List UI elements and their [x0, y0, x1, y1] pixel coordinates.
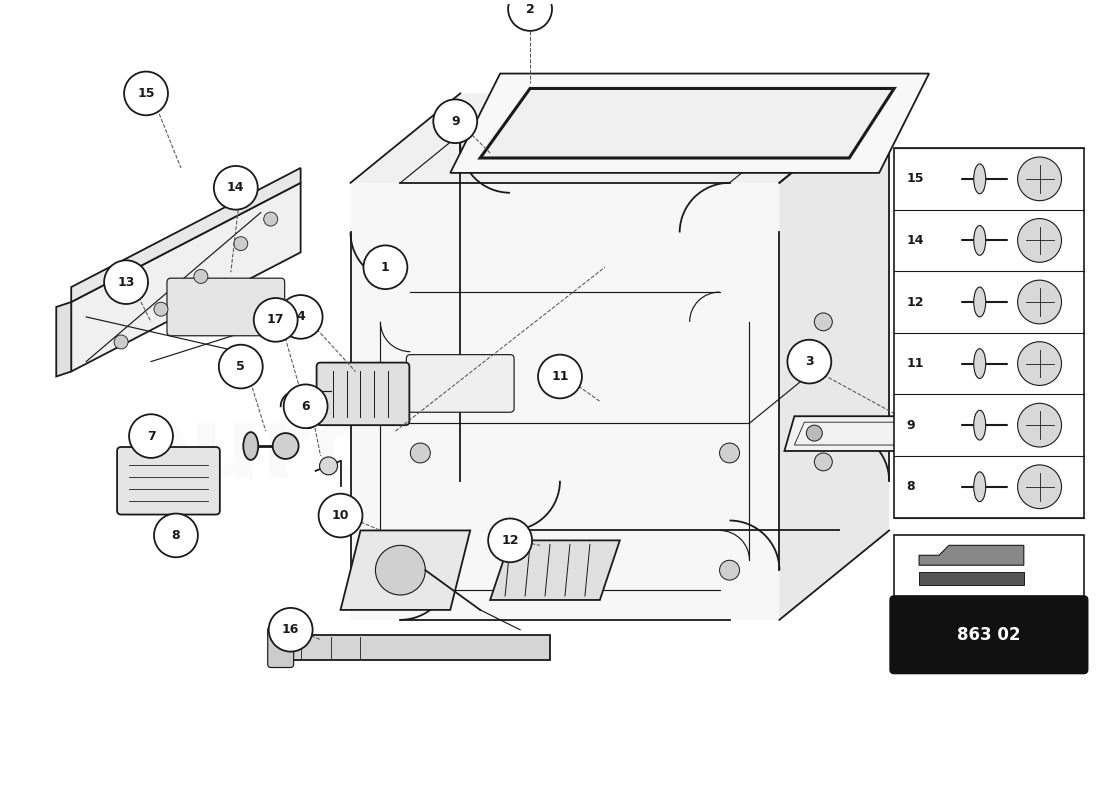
- Circle shape: [814, 453, 833, 471]
- Circle shape: [488, 518, 532, 562]
- Polygon shape: [351, 94, 889, 183]
- Text: 3: 3: [805, 355, 814, 368]
- Text: 8: 8: [172, 529, 180, 542]
- Text: euro: euro: [122, 402, 380, 499]
- Bar: [894, 148, 1084, 518]
- Circle shape: [234, 237, 248, 250]
- Polygon shape: [784, 416, 939, 451]
- Ellipse shape: [974, 164, 986, 194]
- Text: 9: 9: [906, 418, 915, 432]
- Circle shape: [268, 608, 312, 652]
- Circle shape: [538, 354, 582, 398]
- Text: 13: 13: [118, 276, 135, 289]
- Circle shape: [114, 335, 128, 349]
- Ellipse shape: [974, 410, 986, 440]
- Polygon shape: [920, 572, 1024, 585]
- Circle shape: [284, 385, 328, 428]
- Polygon shape: [920, 546, 1024, 566]
- Text: 1: 1: [381, 261, 389, 274]
- Circle shape: [363, 246, 407, 289]
- Ellipse shape: [974, 472, 986, 502]
- Circle shape: [719, 443, 739, 463]
- Ellipse shape: [974, 226, 986, 255]
- Circle shape: [1018, 218, 1062, 262]
- Text: 5: 5: [236, 360, 245, 373]
- Circle shape: [508, 0, 552, 31]
- Text: 17: 17: [267, 314, 285, 326]
- Circle shape: [1018, 403, 1062, 447]
- Circle shape: [1018, 157, 1062, 201]
- FancyBboxPatch shape: [167, 278, 285, 336]
- Circle shape: [104, 260, 148, 304]
- Circle shape: [154, 514, 198, 558]
- Text: 11: 11: [906, 357, 924, 370]
- Polygon shape: [280, 634, 550, 659]
- Circle shape: [129, 414, 173, 458]
- Bar: [894, 535, 1084, 600]
- FancyBboxPatch shape: [406, 354, 514, 412]
- Text: 12: 12: [906, 295, 924, 309]
- Text: 16: 16: [282, 623, 299, 636]
- Text: 9: 9: [451, 114, 460, 128]
- Polygon shape: [450, 74, 930, 173]
- Circle shape: [410, 443, 430, 463]
- Text: eurOparts: eurOparts: [344, 367, 756, 436]
- Circle shape: [219, 345, 263, 389]
- Polygon shape: [72, 168, 300, 302]
- Circle shape: [814, 313, 833, 331]
- Polygon shape: [341, 530, 470, 610]
- Circle shape: [254, 298, 298, 342]
- Polygon shape: [481, 89, 894, 158]
- Circle shape: [410, 560, 430, 580]
- Circle shape: [788, 340, 832, 383]
- Circle shape: [264, 212, 277, 226]
- Text: 863 02: 863 02: [957, 626, 1021, 644]
- Ellipse shape: [243, 432, 258, 460]
- Text: 2: 2: [526, 2, 535, 15]
- Polygon shape: [491, 540, 619, 600]
- Circle shape: [154, 302, 168, 316]
- Text: 15: 15: [906, 172, 924, 186]
- Circle shape: [1018, 342, 1062, 386]
- Circle shape: [719, 560, 739, 580]
- Ellipse shape: [974, 287, 986, 317]
- Text: 15: 15: [138, 87, 155, 100]
- Text: 14: 14: [906, 234, 924, 247]
- Circle shape: [1018, 280, 1062, 324]
- Text: 12: 12: [502, 534, 519, 547]
- Circle shape: [213, 166, 257, 210]
- FancyBboxPatch shape: [890, 596, 1088, 674]
- Circle shape: [273, 433, 298, 459]
- Circle shape: [124, 71, 168, 115]
- Circle shape: [906, 425, 922, 441]
- Text: 7: 7: [146, 430, 155, 442]
- Circle shape: [319, 494, 363, 538]
- Circle shape: [375, 546, 426, 595]
- FancyBboxPatch shape: [117, 447, 220, 514]
- Polygon shape: [72, 183, 300, 371]
- Ellipse shape: [974, 349, 986, 378]
- Circle shape: [320, 457, 338, 475]
- Circle shape: [806, 425, 823, 441]
- Circle shape: [433, 99, 477, 143]
- Circle shape: [1018, 465, 1062, 509]
- Text: 8: 8: [906, 480, 915, 494]
- Text: a passion for automotive parts since 1985: a passion for automotive parts since 198…: [360, 472, 740, 490]
- Text: 10: 10: [332, 509, 350, 522]
- Text: 6: 6: [301, 400, 310, 413]
- FancyBboxPatch shape: [351, 183, 780, 620]
- Polygon shape: [56, 302, 72, 377]
- Circle shape: [194, 270, 208, 283]
- Text: 11: 11: [551, 370, 569, 383]
- Polygon shape: [780, 94, 889, 620]
- FancyBboxPatch shape: [267, 626, 294, 667]
- Text: 4: 4: [296, 310, 305, 323]
- Text: 14: 14: [227, 182, 244, 194]
- Circle shape: [278, 295, 322, 338]
- FancyBboxPatch shape: [317, 362, 409, 425]
